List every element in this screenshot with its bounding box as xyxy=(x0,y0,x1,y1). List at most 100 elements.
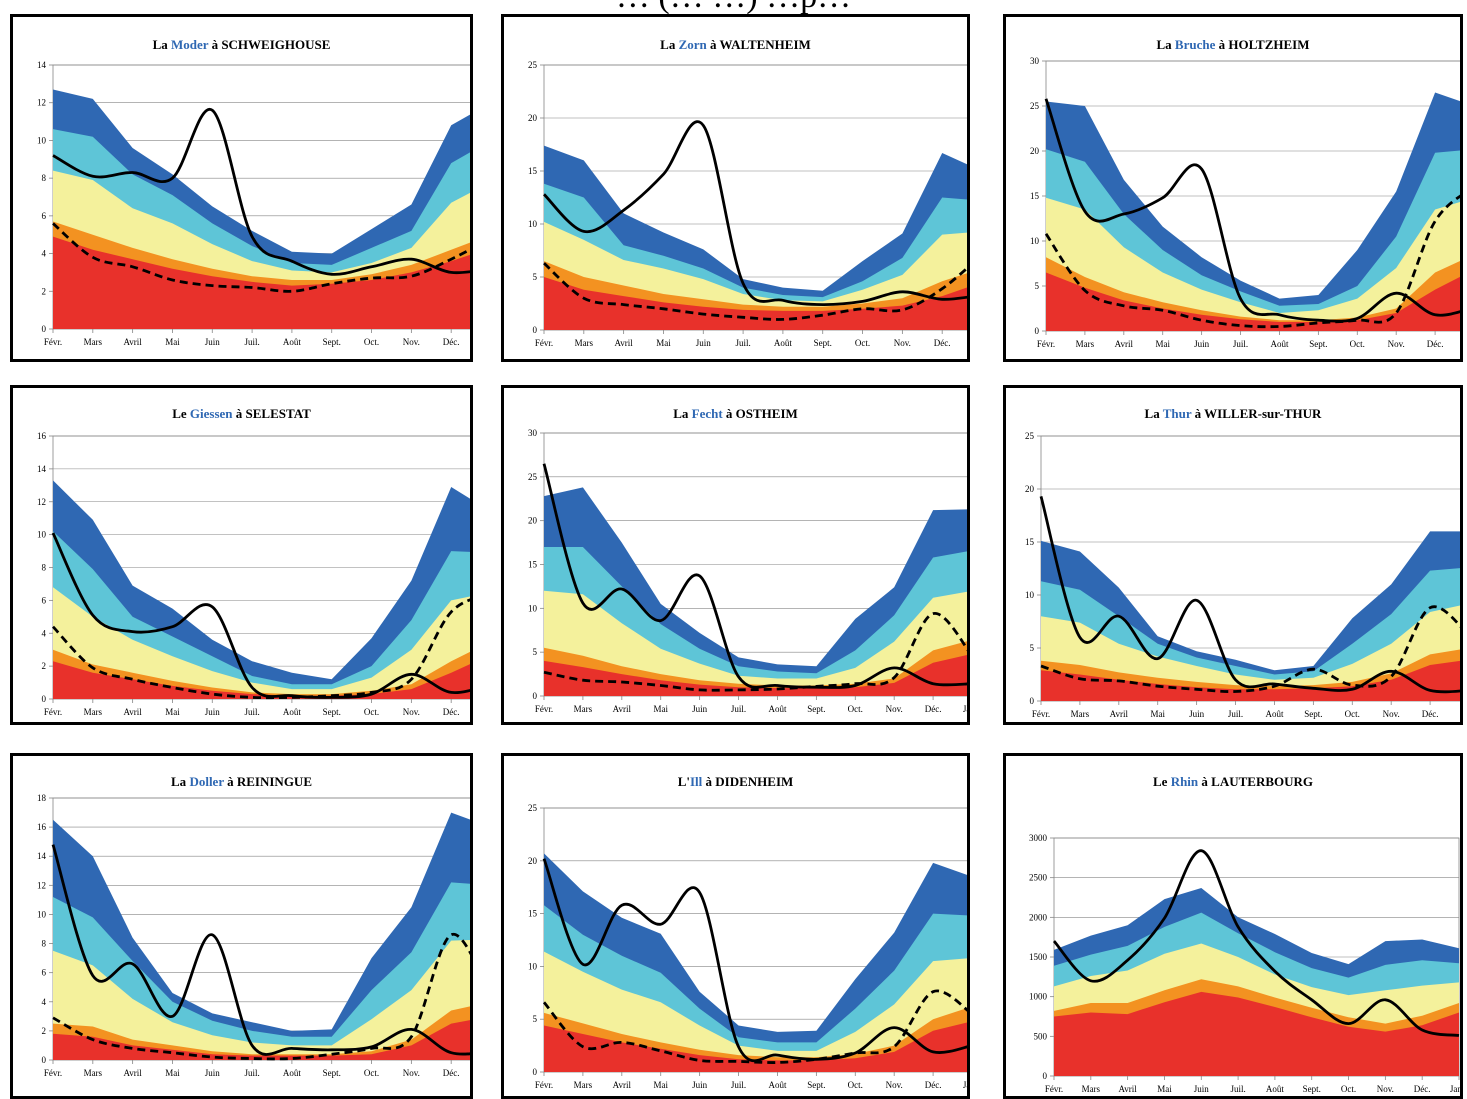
y-tick-label: 25 xyxy=(528,60,538,70)
y-tick-label: 0 xyxy=(533,691,538,701)
x-tick-label: Juin xyxy=(1189,709,1205,719)
x-tick-label: Avril xyxy=(123,1068,142,1078)
series-line-dashed xyxy=(543,262,967,321)
x-tick-label: Avril xyxy=(123,707,142,717)
chart-panel: Le Giessen à SELESTAT 0 2 4 6 8 10 12 14 16 Févr. M… xyxy=(10,385,473,725)
y-tick-label: 15 xyxy=(528,560,538,570)
x-tick-label: Juin xyxy=(696,338,712,348)
x-tick-label: Févr. xyxy=(1032,709,1050,719)
x-tick-label: Juin xyxy=(205,707,221,717)
x-tick-label: Nov. xyxy=(403,1068,420,1078)
y-tick-label: 8 xyxy=(42,173,47,183)
y-tick-label: 5 xyxy=(533,272,538,282)
chart-title-station: à SELESTAT xyxy=(233,406,312,421)
x-tick-label: Août xyxy=(1265,709,1283,719)
x-tick-label: Juil. xyxy=(731,1080,746,1090)
x-tick-label: Sept. xyxy=(1303,1084,1321,1094)
x-tick-label: Août xyxy=(1270,339,1288,349)
y-tick-label: 20 xyxy=(528,856,538,866)
series-line-solid xyxy=(542,120,967,307)
chart-title-station: à DIDENHEIM xyxy=(702,774,793,789)
x-tick-label: Nov. xyxy=(886,1080,903,1090)
series-line-dashed xyxy=(1044,194,1460,329)
series-line-dashed xyxy=(52,222,470,293)
y-tick-label: 10 xyxy=(37,530,47,540)
x-tick-label: Déc. xyxy=(1427,339,1444,349)
x-tick-label: Mars xyxy=(84,337,103,347)
series-line-dashed xyxy=(1040,605,1460,693)
x-tick-label: Mars xyxy=(84,1068,103,1078)
band-area-1 xyxy=(53,236,470,329)
x-tick-label: Mai xyxy=(656,338,671,348)
x-tick-label: Nov. xyxy=(403,707,420,717)
band-area-1 xyxy=(544,277,967,330)
band-area-1 xyxy=(1041,660,1460,701)
chart-title-river: Doller xyxy=(189,774,224,789)
x-tick-label: Févr. xyxy=(44,337,62,347)
y-tick-label: 12 xyxy=(37,98,46,108)
y-tick-label: 6 xyxy=(42,968,47,978)
chart-title-prefix: La xyxy=(171,774,189,789)
series-line-solid xyxy=(51,844,470,1056)
chart-title: La Zorn à WALTENHEIM xyxy=(660,37,811,52)
chart-title-prefix: La xyxy=(153,37,171,52)
y-tick-label: 1000 xyxy=(1029,992,1048,1002)
y-tick-label: 20 xyxy=(1025,484,1035,494)
y-tick-label: 20 xyxy=(528,113,538,123)
y-tick-label: 10 xyxy=(37,909,47,919)
x-tick-label: Janv. xyxy=(963,704,967,714)
y-tick-label: 14 xyxy=(37,464,47,474)
x-tick-label: Févr. xyxy=(535,338,553,348)
series-line-solid xyxy=(1052,849,1460,1037)
chart-panel: La Thur à WILLER-sur-THUR 0 5 10 15 20 25 Févr.… xyxy=(1003,385,1463,725)
x-tick-label: Avril xyxy=(613,1080,632,1090)
x-tick-label: Oct. xyxy=(364,1068,379,1078)
y-tick-label: 0 xyxy=(533,1067,538,1077)
x-tick-label: Nov. xyxy=(894,338,911,348)
y-tick-label: 10 xyxy=(528,219,538,229)
x-tick-label: Juin xyxy=(1194,339,1210,349)
chart-panel: La Doller à REININGUE 0 2 4 6 8 10 12 14 16 18 Févr… xyxy=(10,753,473,1099)
band-area-3 xyxy=(544,590,967,696)
y-tick-label: 14 xyxy=(37,851,47,861)
x-tick-label: Déc. xyxy=(443,707,460,717)
y-tick-label: 15 xyxy=(528,909,538,919)
chart-panel: La Zorn à WALTENHEIM 0 5 10 15 20 25 Févr. Mars A… xyxy=(501,14,970,362)
chart-panel: Le Rhin à LAUTERBOURG 0 500 1000 1500 2000 250… xyxy=(1003,753,1463,1099)
y-tick-label: 6 xyxy=(42,211,47,221)
chart-panel: La Fecht à OSTHEIM 0 5 10 15 20 25 30 Févr. Mars A… xyxy=(501,385,970,725)
band-area-2 xyxy=(53,1006,470,1060)
x-tick-label: Avril xyxy=(614,338,633,348)
y-tick-label: 8 xyxy=(42,563,47,573)
x-tick-label: Mai xyxy=(1157,1084,1172,1094)
chart-title-prefix: La xyxy=(660,37,678,52)
y-tick-label: 25 xyxy=(1025,431,1035,441)
y-tick-label: 5 xyxy=(533,1014,538,1024)
chart-panel: La Bruche à HOLTZHEIM 0 5 10 15 20 25 30 Févr. Ma… xyxy=(1003,14,1463,362)
x-tick-label: Mars xyxy=(1076,339,1095,349)
series-line-solid xyxy=(51,532,470,699)
x-tick-label: Août xyxy=(768,704,786,714)
x-tick-label: Sept. xyxy=(807,704,825,714)
chart-title-river: Rhin xyxy=(1171,774,1199,789)
chart-title-prefix: L' xyxy=(678,774,690,789)
y-tick-label: 5 xyxy=(1030,643,1035,653)
y-tick-label: 25 xyxy=(1030,101,1040,111)
x-tick-label: Déc. xyxy=(925,1080,942,1090)
x-tick-label: Nov. xyxy=(1377,1084,1394,1094)
x-tick-label: Mars xyxy=(575,338,594,348)
chart-svg: Le Rhin à LAUTERBOURG 0 500 1000 1500 2000 250… xyxy=(1029,774,1460,1094)
y-tick-label: 8 xyxy=(42,939,47,949)
x-tick-label: Janv. xyxy=(963,1080,967,1090)
y-tick-label: 10 xyxy=(1030,236,1040,246)
x-tick-label: Août xyxy=(283,337,301,347)
chart-title: L'Ill à DIDENHEIM xyxy=(678,774,794,789)
chart-title-station: à WILLER-sur-THUR xyxy=(1191,406,1322,421)
y-tick-label: 2000 xyxy=(1029,912,1048,922)
chart-svg: La Doller à REININGUE 0 2 4 6 8 10 12 14 16 18 Févr… xyxy=(37,774,470,1078)
y-tick-label: 15 xyxy=(1025,537,1035,547)
chart-svg: Le Giessen à SELESTAT 0 2 4 6 8 10 12 14 16 Févr. M… xyxy=(37,406,470,717)
chart-svg: L'Ill à DIDENHEIM 0 5 10 15 20 25 Févr. Mars Avri… xyxy=(528,774,967,1090)
x-tick-label: Juin xyxy=(692,704,708,714)
band-area-1 xyxy=(544,1022,967,1072)
